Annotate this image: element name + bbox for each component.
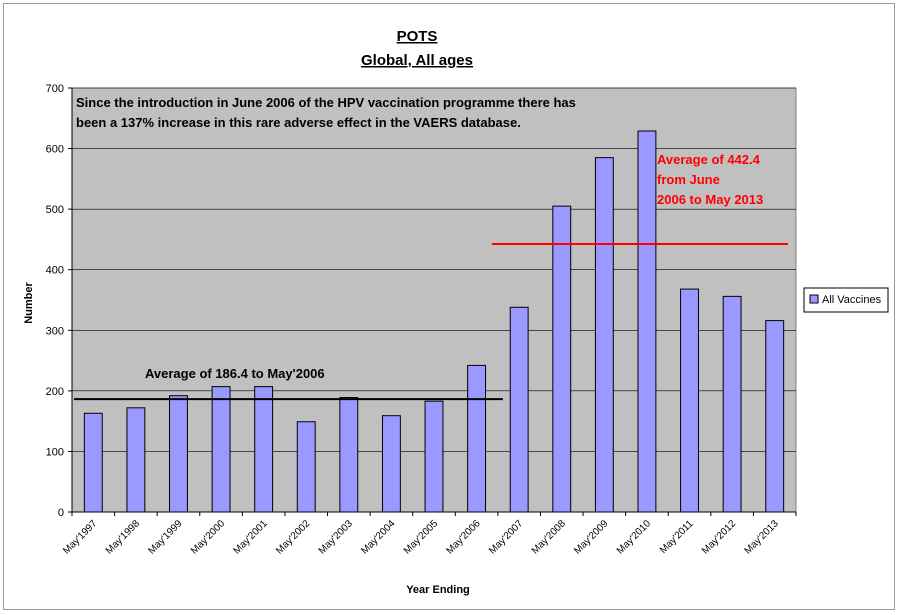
bar xyxy=(765,320,785,513)
bar xyxy=(722,295,742,513)
x-tick-label: May'1998 xyxy=(104,518,143,557)
average-before-label: Average of 186.4 to May'2006 xyxy=(145,366,325,381)
bar-chart: POTS Global, All ages 0 100 200 300 400 500 60… xyxy=(23,28,889,596)
bar xyxy=(211,386,231,513)
x-tick-label: May'2000 xyxy=(189,518,228,557)
x-tick-label: May'2009 xyxy=(572,518,611,557)
x-tick-label: May'2010 xyxy=(615,518,654,557)
x-tick-label: May'2003 xyxy=(317,518,356,557)
bars xyxy=(83,130,785,513)
x-tick-label: May'2002 xyxy=(274,518,313,557)
x-tick-label: May'2007 xyxy=(487,518,526,557)
bar xyxy=(467,364,487,513)
y-tick-label: 400 xyxy=(46,265,64,277)
bar xyxy=(296,421,316,513)
gridlines xyxy=(72,87,796,452)
average-after-label-line-2: from June xyxy=(657,172,720,187)
x-axis-ticks: May'1997 May'1998 May'1999 May'2000 May'2001… xyxy=(61,511,797,557)
x-tick-label: May'2004 xyxy=(359,518,398,557)
bar xyxy=(552,205,572,513)
x-tick-label: May'2001 xyxy=(232,518,271,557)
x-tick-label: May'2008 xyxy=(530,518,569,557)
average-after-label-line-3: 2006 to May 2013 xyxy=(657,192,763,207)
y-tick-label: 100 xyxy=(46,446,64,458)
chart-title: POTS xyxy=(397,28,438,45)
average-after-label-line-1: Average of 442.4 xyxy=(657,152,761,167)
y-tick-label: 300 xyxy=(46,325,64,337)
bar xyxy=(254,386,274,513)
y-tick-label: 200 xyxy=(46,386,64,398)
x-tick-label: May'1999 xyxy=(146,518,185,557)
annotation-intro-line-2: been a 137% increase in this rare advers… xyxy=(76,115,521,130)
y-tick-label: 500 xyxy=(46,204,64,216)
chart-subtitle: Global, All ages xyxy=(361,52,473,69)
y-axis-label: Number xyxy=(23,282,35,324)
legend: All Vaccines xyxy=(803,287,889,313)
x-tick-label: May'2012 xyxy=(700,518,739,557)
bar xyxy=(169,395,188,513)
bar xyxy=(594,157,614,513)
x-axis-label: Year Ending xyxy=(406,584,470,596)
x-tick-label: May'2005 xyxy=(402,518,441,557)
x-tick-label: May'2006 xyxy=(444,518,483,557)
bar xyxy=(339,397,359,513)
bar xyxy=(680,288,699,513)
y-tick-label: 600 xyxy=(46,144,64,156)
bar xyxy=(509,306,529,513)
legend-entry-all-vaccines: All Vaccines xyxy=(822,294,882,306)
average-lines xyxy=(74,243,788,401)
bar xyxy=(126,407,146,513)
y-tick-label: 0 xyxy=(58,507,64,519)
x-tick-label: May'2013 xyxy=(743,518,782,557)
y-axis-ticks: 0 100 200 300 400 500 600 700 xyxy=(46,83,73,519)
bar xyxy=(381,415,401,513)
y-tick-label: 700 xyxy=(46,83,64,95)
bar xyxy=(637,130,657,513)
chart-frame: POTS Global, All ages 0 100 200 300 400 500 60… xyxy=(3,3,895,610)
bar xyxy=(424,400,444,513)
annotation-intro-line-1: Since the introduction in June 2006 of t… xyxy=(76,95,576,110)
legend-swatch xyxy=(809,294,819,304)
x-tick-label: May'1997 xyxy=(61,518,100,557)
x-tick-label: May'2011 xyxy=(658,518,696,556)
bar xyxy=(83,412,103,513)
